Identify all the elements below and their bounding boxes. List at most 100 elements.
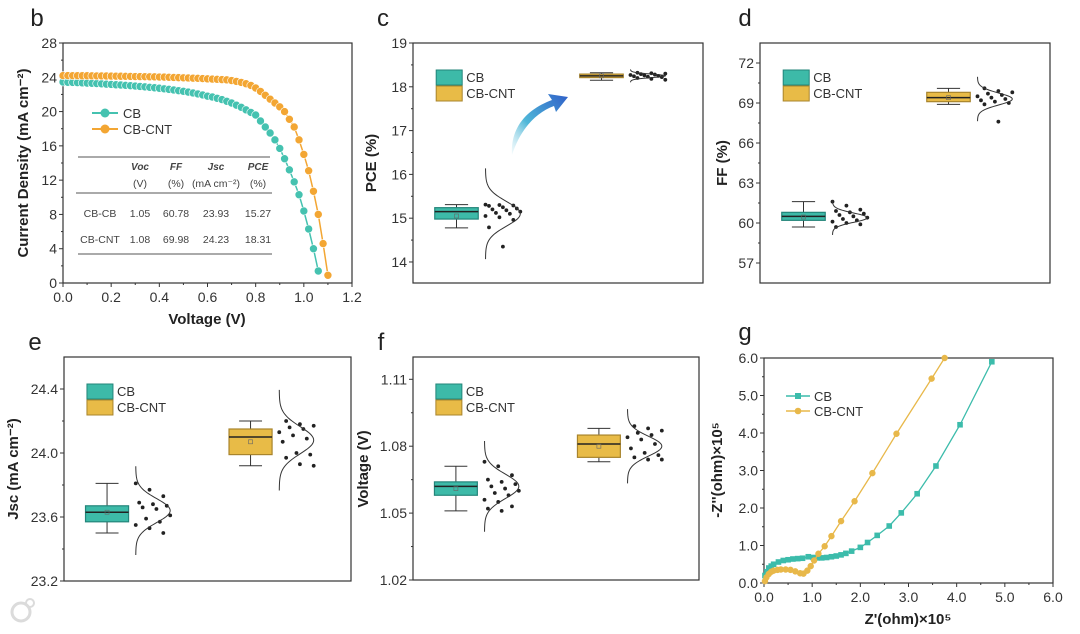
plot-frame [63, 356, 352, 582]
data-point [311, 463, 316, 468]
y-tick-label: 15 [391, 210, 407, 226]
x-tick-label: 0.6 [198, 289, 218, 305]
data-point [861, 211, 866, 216]
x-tick-label: 6.0 [1043, 589, 1063, 605]
data-point [497, 203, 502, 207]
data-point [628, 73, 633, 77]
data-point [794, 555, 801, 562]
legend-marker [100, 124, 110, 134]
y-tick-label: 4 [49, 241, 57, 257]
data-point [659, 428, 664, 433]
x-axis-label: Z'(ohm)×10⁵ [865, 611, 952, 628]
table-row-label: CB-CB [84, 208, 117, 220]
legend-label: CB [466, 384, 484, 399]
data-point [815, 550, 822, 557]
y-tick-label: 14 [391, 254, 407, 270]
data-point [492, 491, 497, 495]
plot-frame [412, 42, 704, 284]
y-axis-label: Voltage (V) [355, 430, 372, 507]
y-tick-label: 57 [738, 255, 754, 271]
y-tick-label: 6.0 [739, 350, 759, 366]
mean-marker [946, 95, 951, 100]
data-point [486, 477, 490, 482]
data-point [864, 539, 871, 546]
y-tick-label: 1.02 [380, 572, 407, 588]
y-tick-label: 8 [49, 206, 57, 222]
legend-label: CB-CNT [117, 400, 166, 415]
data-point [284, 455, 289, 460]
legend-label: CB [123, 106, 141, 121]
data-point [313, 266, 323, 276]
data-point [294, 190, 304, 200]
table-row-label: CB-CNT [80, 234, 120, 246]
data-point [828, 553, 835, 560]
mean-marker [248, 439, 253, 445]
legend-swatch [435, 69, 463, 86]
data-point [140, 505, 145, 510]
data-point [928, 375, 935, 382]
data-point [1003, 97, 1008, 101]
data-point [299, 150, 309, 159]
x-tick-label: 2.0 [851, 589, 871, 605]
data-point [858, 207, 863, 212]
panel-letter: g [738, 319, 751, 346]
data-point [487, 204, 491, 208]
data-point [304, 166, 313, 176]
data-point [486, 506, 490, 511]
x-tick-label: 0.2 [101, 289, 121, 305]
data-point [632, 455, 637, 460]
y-tick-label: 0 [49, 275, 57, 291]
y-tick-label: 0.0 [739, 575, 759, 591]
data-point [659, 457, 664, 462]
y-tick-label: 24 [41, 69, 57, 85]
table-cell: 23.93 [203, 208, 229, 220]
legend-label: CB-CNT [814, 404, 863, 419]
data-point [857, 544, 864, 551]
distribution-curve [485, 168, 521, 260]
mean-marker [596, 443, 602, 449]
mean-marker [801, 214, 806, 220]
data-point [304, 436, 309, 441]
table-header: PCE [248, 162, 269, 173]
data-point [807, 562, 814, 570]
data-point [487, 225, 491, 230]
mean-marker [454, 213, 459, 219]
data-point [814, 555, 820, 561]
data-point [656, 453, 661, 458]
data-point [933, 463, 939, 469]
data-point [504, 208, 509, 213]
x-tick-label: 1.0 [294, 289, 314, 305]
data-point [311, 423, 316, 428]
box-cb [433, 481, 478, 496]
data-point [313, 210, 323, 219]
data-point [308, 452, 313, 457]
mean-marker [453, 486, 459, 491]
distribution-curve [278, 389, 315, 491]
legend-marker [794, 407, 802, 415]
y-tick-label: 16 [41, 138, 57, 154]
y-tick-label: 2.0 [739, 500, 759, 516]
legend-swatch [435, 399, 463, 416]
legend-label: CB-CNT [466, 86, 515, 101]
data-point [144, 516, 148, 521]
trend-arrow-icon [511, 94, 568, 155]
data-point [285, 114, 294, 124]
watermark-logo-icon [10, 598, 35, 623]
mean-marker [104, 509, 110, 515]
data-point [790, 556, 796, 562]
data-point [810, 557, 818, 564]
table-cell: 18.31 [245, 234, 271, 246]
data-point [501, 244, 505, 249]
panel-g: g 0.0 1.0 2.0 3.0 4.0 5.0 6.0 0.0 1.0 2.0 3.0 4.0 5.0… [709, 319, 1063, 628]
mean-marker [599, 73, 604, 79]
data-point [1010, 90, 1015, 95]
data-point [649, 433, 654, 437]
data-point [996, 119, 1001, 124]
data-point [837, 517, 845, 525]
data-point [782, 566, 789, 573]
legend-label: CB-CNT [123, 122, 172, 137]
table-header: Jsc [208, 162, 225, 173]
data-point [821, 543, 828, 550]
data-point [843, 550, 849, 557]
